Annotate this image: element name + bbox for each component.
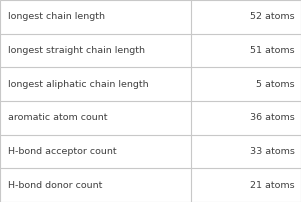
Text: longest straight chain length: longest straight chain length	[8, 46, 144, 55]
Text: longest aliphatic chain length: longest aliphatic chain length	[8, 80, 148, 89]
Text: longest chain length: longest chain length	[8, 12, 104, 21]
Text: 52 atoms: 52 atoms	[250, 12, 295, 21]
Text: H-bond acceptor count: H-bond acceptor count	[8, 147, 116, 156]
Text: 21 atoms: 21 atoms	[250, 181, 295, 190]
Text: 5 atoms: 5 atoms	[256, 80, 295, 89]
Text: 51 atoms: 51 atoms	[250, 46, 295, 55]
Text: 36 atoms: 36 atoms	[250, 113, 295, 122]
Text: H-bond donor count: H-bond donor count	[8, 181, 102, 190]
Text: aromatic atom count: aromatic atom count	[8, 113, 107, 122]
Text: 33 atoms: 33 atoms	[250, 147, 295, 156]
